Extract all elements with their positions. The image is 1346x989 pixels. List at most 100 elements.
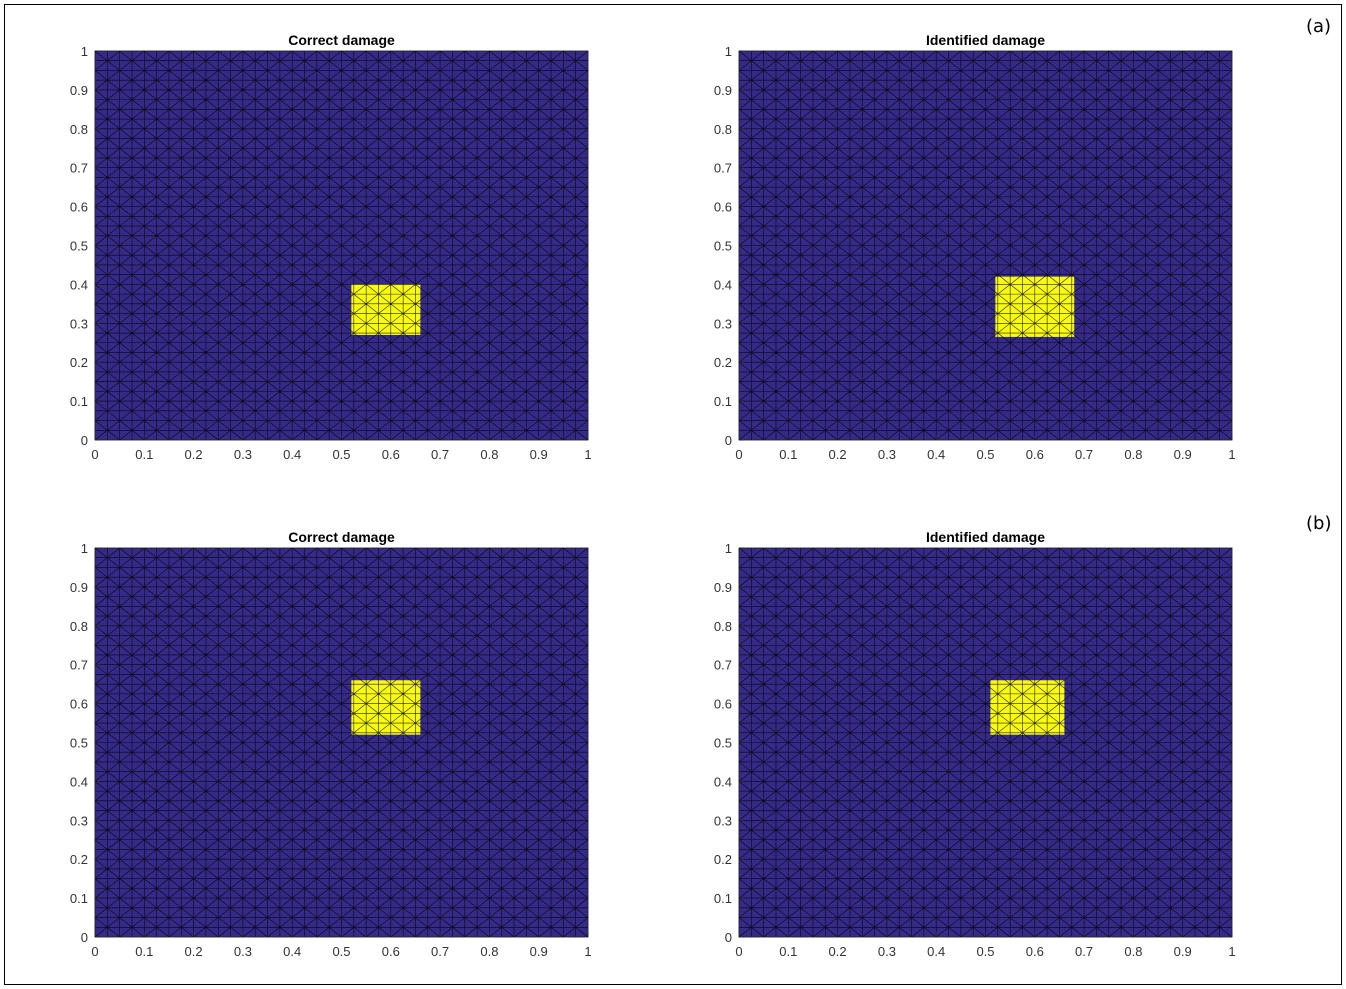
panel-label-b: (b) (1306, 513, 1332, 534)
y-tick-label: 0.7 (70, 658, 88, 673)
x-tick-label: 0.4 (283, 447, 301, 462)
chart-title: Correct damage (288, 32, 395, 48)
damaged-region (351, 284, 421, 335)
x-tick-label: 0.9 (530, 447, 548, 462)
x-tick-label: 0.5 (976, 447, 994, 462)
x-tick-label: 0.7 (1075, 447, 1093, 462)
x-tick-label: 0 (735, 447, 742, 462)
damaged-region (990, 680, 1065, 735)
y-tick-label: 0.4 (70, 774, 88, 789)
y-tick-label: 0.4 (70, 277, 88, 292)
x-tick-label: 0.9 (1174, 944, 1192, 959)
y-tick-label: 0.1 (70, 394, 88, 409)
y-tick-label: 0.6 (70, 697, 88, 712)
y-tick-label: 0.2 (714, 355, 732, 370)
y-tick-label: 0.4 (714, 774, 732, 789)
y-tick-label: 0 (81, 433, 88, 448)
y-tick-label: 0.8 (714, 619, 732, 634)
chart-2: 0 0.1 0.2 0.3 0.4 0.5 0.6 0.7 0.8 0.9 1 0 0.1 0.2 0.3 0… (714, 32, 1236, 462)
x-tick-label: 0.2 (185, 447, 203, 462)
x-tick-label: 0.1 (135, 944, 153, 959)
mesh-lines (738, 547, 1233, 938)
y-tick-label: 0.1 (714, 891, 732, 906)
x-tick-label: 0.4 (927, 447, 945, 462)
x-tick-label: 0.6 (382, 447, 400, 462)
x-tick-label: 0.7 (431, 447, 449, 462)
x-tick-label: 0.3 (234, 447, 252, 462)
chart-title: Correct damage (288, 529, 395, 545)
x-tick-label: 1 (1228, 447, 1235, 462)
x-tick-label: 0.1 (779, 447, 797, 462)
y-tick-label: 0 (81, 930, 88, 945)
y-tick-label: 0.8 (714, 122, 732, 137)
y-tick-label: 0.1 (714, 394, 732, 409)
chart-title: Identified damage (926, 32, 1045, 48)
y-tick-label: 0.3 (70, 316, 88, 331)
y-tick-label: 0.4 (714, 277, 732, 292)
x-tick-label: 0.2 (829, 944, 847, 959)
x-tick-label: 0.5 (976, 944, 994, 959)
y-tick-label: 0.2 (70, 355, 88, 370)
y-tick-label: 0.3 (70, 813, 88, 828)
chart-4: 0 0.1 0.2 0.3 0.4 0.5 0.6 0.7 0.8 0.9 1 0 0.1 0.2 0.3 0… (714, 529, 1236, 959)
x-tick-label: 0.8 (480, 944, 498, 959)
x-tick-label: 0 (91, 447, 98, 462)
chart-1: 0 0.1 0.2 0.3 0.4 0.5 0.6 0.7 0.8 0.9 1 0 0.1 0.2 0.3 0… (70, 32, 592, 462)
y-tick-label: 0 (725, 433, 732, 448)
x-tick-label: 0 (735, 944, 742, 959)
y-tick-label: 1 (81, 541, 88, 556)
y-tick-label: 0.1 (70, 891, 88, 906)
y-tick-label: 0.5 (70, 736, 88, 751)
x-tick-label: 0.4 (283, 944, 301, 959)
figure-frame (4, 4, 1342, 985)
mesh-lines (94, 547, 589, 938)
y-tick-label: 1 (725, 541, 732, 556)
x-tick-label: 0.9 (530, 944, 548, 959)
x-tick-label: 0.8 (1124, 447, 1142, 462)
y-tick-label: 0.8 (70, 619, 88, 634)
y-tick-label: 0.5 (70, 239, 88, 254)
x-tick-label: 0.3 (878, 944, 896, 959)
y-tick-label: 0.7 (714, 161, 732, 176)
x-tick-label: 0.4 (927, 944, 945, 959)
y-tick-label: 0.3 (714, 316, 732, 331)
x-tick-label: 0.2 (829, 447, 847, 462)
y-tick-label: 1 (81, 44, 88, 59)
x-tick-label: 0.1 (779, 944, 797, 959)
y-tick-label: 0.3 (714, 813, 732, 828)
x-tick-label: 0.6 (1026, 447, 1044, 462)
x-tick-label: 0.6 (1026, 944, 1044, 959)
y-tick-label: 0.7 (70, 161, 88, 176)
x-tick-label: 0.3 (234, 944, 252, 959)
x-tick-label: 0.7 (1075, 944, 1093, 959)
x-tick-label: 0.6 (382, 944, 400, 959)
x-tick-label: 0 (91, 944, 98, 959)
y-tick-label: 0.5 (714, 239, 732, 254)
chart-title: Identified damage (926, 529, 1045, 545)
y-tick-label: 0.9 (70, 580, 88, 595)
x-tick-label: 1 (1228, 944, 1235, 959)
x-tick-label: 0.5 (332, 447, 350, 462)
y-tick-label: 0.7 (714, 658, 732, 673)
y-tick-label: 0.9 (714, 580, 732, 595)
y-tick-label: 0.2 (714, 852, 732, 867)
y-tick-label: 0.8 (70, 122, 88, 137)
panel-label-a: (a) (1306, 16, 1332, 37)
y-tick-label: 0.6 (714, 697, 732, 712)
y-tick-label: 0.9 (70, 83, 88, 98)
x-tick-label: 0.5 (332, 944, 350, 959)
chart-3: 0 0.1 0.2 0.3 0.4 0.5 0.6 0.7 0.8 0.9 1 0 0.1 0.2 0.3 0… (70, 529, 592, 959)
x-tick-label: 0.8 (1124, 944, 1142, 959)
x-tick-label: 0.2 (185, 944, 203, 959)
x-tick-label: 1 (584, 944, 591, 959)
x-tick-label: 0.7 (431, 944, 449, 959)
x-tick-label: 0.8 (480, 447, 498, 462)
y-tick-label: 0.9 (714, 83, 732, 98)
y-tick-label: 0.6 (70, 200, 88, 215)
mesh-lines (738, 50, 1233, 441)
y-tick-label: 0 (725, 930, 732, 945)
y-tick-label: 0.6 (714, 200, 732, 215)
y-tick-label: 0.2 (70, 852, 88, 867)
y-tick-label: 0.5 (714, 736, 732, 751)
y-tick-label: 1 (725, 44, 732, 59)
